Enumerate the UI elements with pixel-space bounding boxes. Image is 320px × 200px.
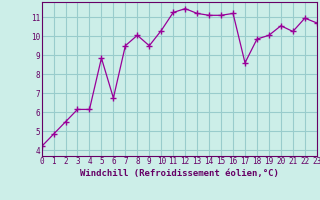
X-axis label: Windchill (Refroidissement éolien,°C): Windchill (Refroidissement éolien,°C) [80, 169, 279, 178]
